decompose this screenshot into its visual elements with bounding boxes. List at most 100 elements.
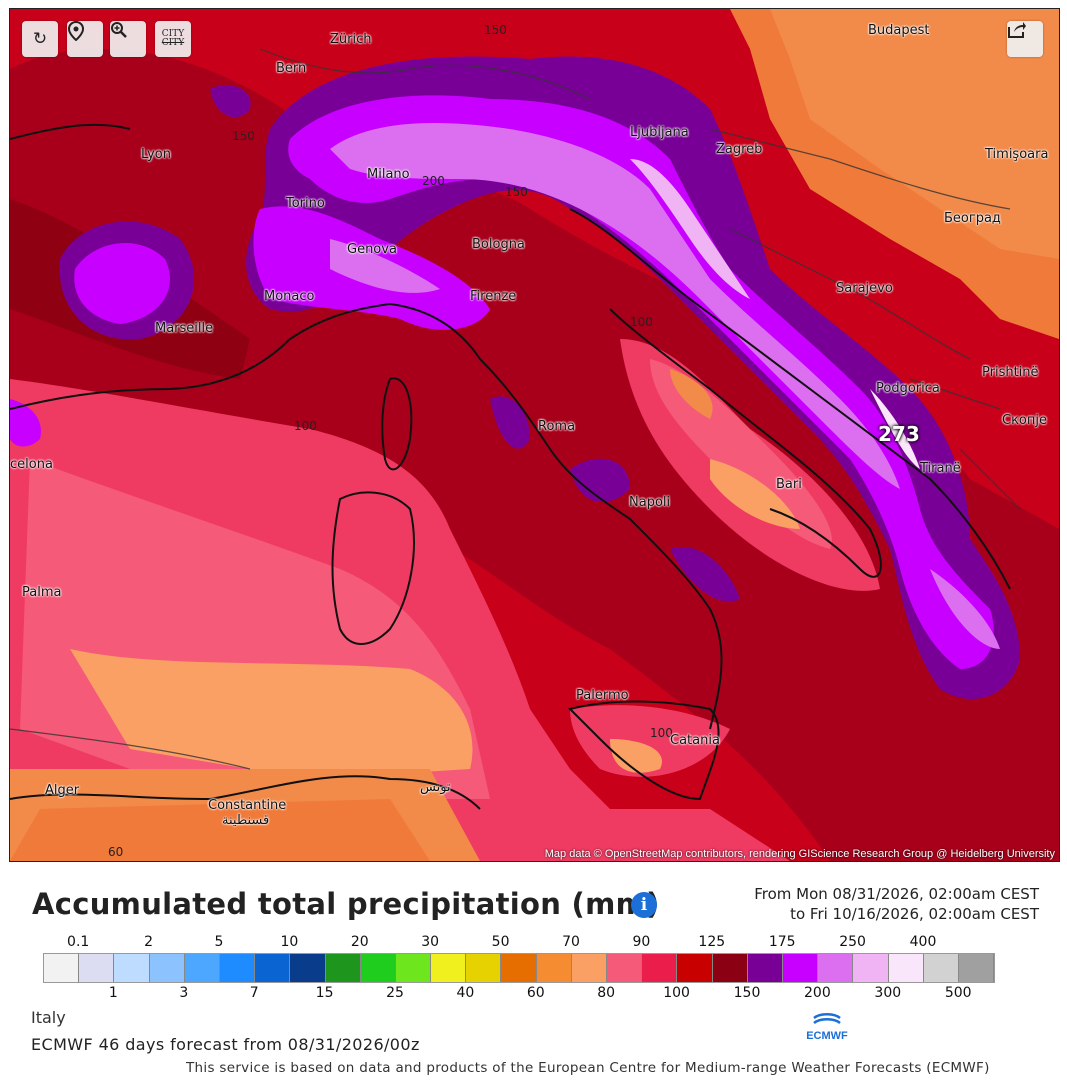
legend-swatch	[290, 954, 326, 982]
city-label: Marseille	[155, 321, 214, 336]
city-label: Sarajevo	[836, 281, 893, 296]
city-label: Constantine	[208, 798, 287, 813]
legend-swatch	[395, 954, 432, 982]
reload-icon: ↻	[32, 29, 48, 48]
legend-tick-top: 5	[214, 934, 224, 950]
city-label: Bern	[276, 61, 307, 76]
city-label: Catania	[670, 733, 720, 748]
info-icon[interactable]: i	[631, 892, 657, 918]
legend-tick-bottom: 25	[386, 985, 404, 1001]
city-label: Palma	[22, 585, 62, 600]
legend-tick-bottom: 3	[179, 985, 189, 1001]
legend-tick-bottom: 40	[456, 985, 475, 1001]
legend-tick-bottom: 300	[874, 985, 902, 1001]
legend-swatch	[677, 954, 713, 982]
location-pin-icon	[67, 21, 85, 41]
city-label: celona	[10, 457, 53, 472]
locate-button[interactable]	[67, 21, 103, 57]
contour-label: 60	[108, 845, 124, 859]
map-attribution: Map data © OpenStreetMap contributors, r…	[544, 848, 1055, 860]
legend-tick-top: 20	[350, 934, 369, 950]
legend-swatch	[818, 954, 854, 982]
legend-swatch	[536, 954, 572, 982]
city-toggle-button[interactable]: CITY CITY	[155, 21, 191, 57]
city-label: Zürich	[330, 32, 372, 47]
legend-tick-top: 50	[491, 934, 510, 950]
legend-swatch	[79, 954, 115, 982]
city-label: Ljubljana	[630, 125, 689, 140]
legend-tick-top: 400	[909, 934, 937, 950]
city-label: Београд	[944, 211, 1001, 226]
contour-label: 100	[294, 419, 317, 433]
city-toggle-label-struck: CITY	[161, 38, 185, 48]
date-from: From Mon 08/31/2026, 02:00am CEST	[754, 885, 1039, 903]
city-label: Napoli	[629, 495, 671, 510]
legend-swatch	[782, 954, 819, 982]
city-label: Скопје	[1002, 413, 1047, 428]
date-range: From Mon 08/31/2026, 02:00am CEST to Fri…	[754, 884, 1039, 924]
precipitation-field	[10, 9, 1059, 861]
legend-swatch	[325, 954, 361, 982]
zoom-button[interactable]	[110, 21, 146, 57]
city-label: Budapest	[868, 23, 930, 38]
legend-swatch	[747, 954, 783, 982]
legend-tick-top: 2	[144, 934, 154, 950]
legend-swatch	[607, 954, 643, 982]
contour-label: 150	[232, 129, 255, 143]
legend-swatch	[255, 954, 291, 982]
legend-tick-top: 0.1	[67, 934, 90, 950]
share-icon	[1008, 22, 1026, 38]
legend-swatch	[219, 954, 256, 982]
legend-tick-bottom: 150	[733, 985, 761, 1001]
legend-swatch	[923, 954, 959, 982]
legend-swatch	[149, 954, 185, 982]
legend-tick-bottom: 200	[804, 985, 831, 1001]
legend-tick-top: 30	[421, 934, 440, 950]
ecmwf-logo: ECMWF	[802, 1013, 852, 1042]
max-value-label: 273	[878, 422, 920, 446]
city-label: Timişoara	[985, 147, 1049, 162]
contour-label: 150	[484, 23, 507, 37]
legend-tick-bottom: 1	[108, 985, 118, 1001]
contour-label: 150	[505, 185, 528, 199]
legend-swatch	[958, 954, 995, 982]
reload-button[interactable]: ↻	[22, 21, 58, 57]
city-label: Palermo	[576, 688, 629, 703]
city-label: Lyon	[141, 147, 171, 162]
legend-swatch	[642, 954, 678, 982]
city-label: Prishtinë	[982, 365, 1039, 380]
city-label: Alger	[45, 783, 80, 798]
city-label: Tiranë	[920, 461, 961, 476]
legend-swatch	[888, 954, 924, 982]
legend-tick-bottom: 7	[249, 985, 259, 1001]
city-label: Monaco	[264, 289, 315, 304]
city-label: Podgorica	[876, 381, 940, 396]
city-toggle-label: CITY	[161, 29, 185, 39]
legend-tick-bottom: 100	[663, 985, 690, 1001]
legend-tick-bottom: 80	[597, 985, 616, 1001]
region-label: Italy	[31, 1008, 66, 1027]
contour-label: 200	[422, 174, 445, 188]
precipitation-map[interactable]: 150 150 200 150 100 100 100 60 273 Züric…	[9, 8, 1060, 862]
page-title: Accumulated total precipitation (mm)	[32, 887, 660, 921]
city-label: Bari	[776, 477, 802, 492]
share-button[interactable]	[1007, 21, 1043, 57]
forecast-label: ECMWF 46 days forecast from 08/31/2026/0…	[31, 1035, 420, 1054]
legend-swatch	[571, 954, 607, 982]
legend-tick-top: 90	[632, 934, 651, 950]
legend-swatch	[184, 954, 220, 982]
legend-tick-top: 70	[562, 934, 580, 950]
legend-tick-bottom: 500	[944, 985, 972, 1001]
legend-tick-top: 125	[698, 934, 726, 950]
ecmwf-logo-text: ECMWF	[806, 1030, 848, 1042]
legend-tick-top: 10	[280, 934, 299, 950]
city-label: قسنطينة	[222, 813, 270, 828]
service-notice: This service is based on data and produc…	[186, 1060, 990, 1076]
city-label: Zagreb	[716, 142, 763, 157]
zoom-in-icon	[111, 22, 127, 38]
city-label: Firenze	[470, 289, 517, 304]
contour-label: 100	[650, 726, 673, 740]
legend-tick-bottom: 15	[315, 985, 334, 1001]
legend-swatch	[853, 954, 889, 982]
legend-swatch	[466, 954, 502, 982]
